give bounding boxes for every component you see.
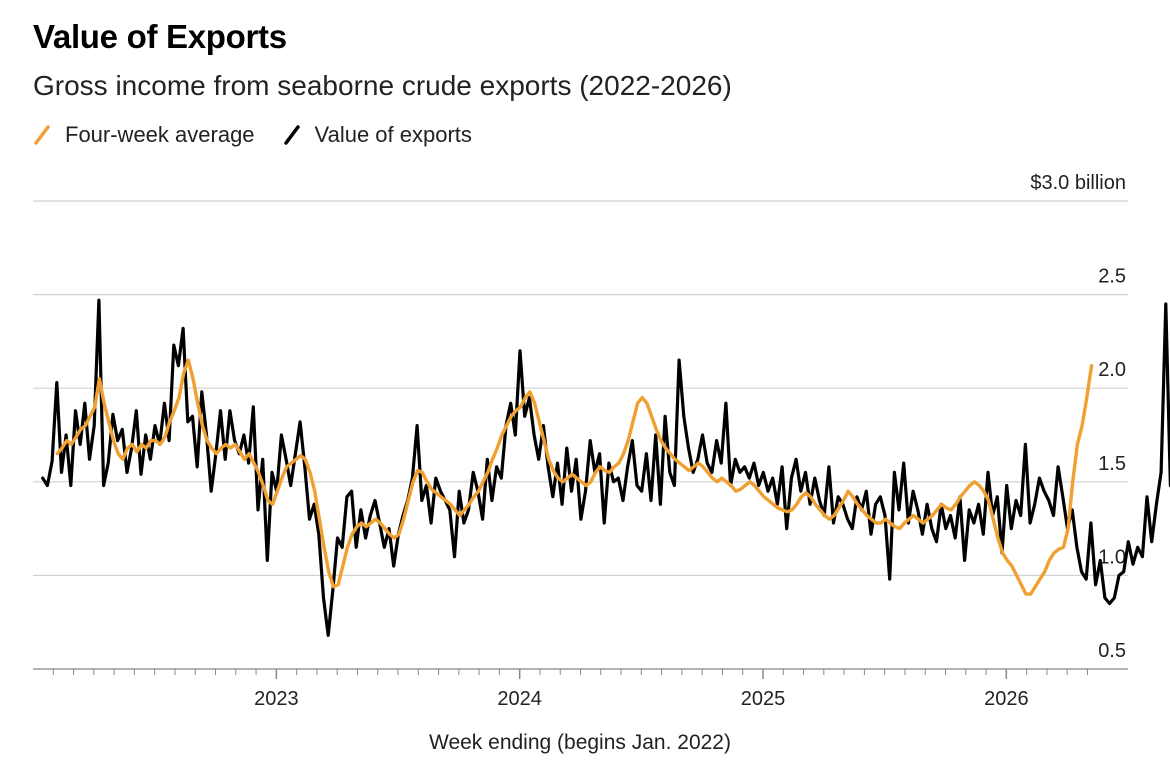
x-tick-label-2026: 2026 — [984, 688, 1029, 710]
y-tick-label-2: 2.0 — [1098, 359, 1126, 381]
y-tick-label-1-5: 1.5 — [1098, 453, 1126, 475]
x-tick-label-2023: 2023 — [254, 688, 299, 710]
x-tick-label-2024: 2024 — [497, 688, 542, 710]
y-tick-label-3: $3.0 billion — [1030, 172, 1126, 194]
series-line-value-of-exports — [41, 298, 1170, 637]
legend: Four-week average Value of exports — [33, 122, 500, 148]
y-tick-label-1: 1.0 — [1098, 546, 1126, 568]
legend-item-four-week-average: Four-week average — [33, 122, 255, 148]
series-line-four-week-average — [55, 358, 1094, 596]
chart-subtitle: Gross income from seaborne crude exports… — [33, 70, 732, 101]
legend-swatch-orange-icon — [34, 125, 50, 145]
legend-label-value-of-exports: Value of exports — [314, 122, 472, 147]
y-tick-label-2-5: 2.5 — [1098, 266, 1126, 288]
legend-swatch-black-icon — [283, 125, 300, 145]
legend-item-value-of-exports: Value of exports — [283, 122, 472, 148]
x-tick-label-2025: 2025 — [741, 688, 786, 710]
x-axis-title: Week ending (begins Jan. 2022) — [429, 731, 731, 754]
legend-label-four-week-average: Four-week average — [65, 122, 255, 147]
chart-title: Value of Exports — [33, 18, 287, 55]
y-tick-label-0-5: 0.5 — [1098, 640, 1126, 662]
